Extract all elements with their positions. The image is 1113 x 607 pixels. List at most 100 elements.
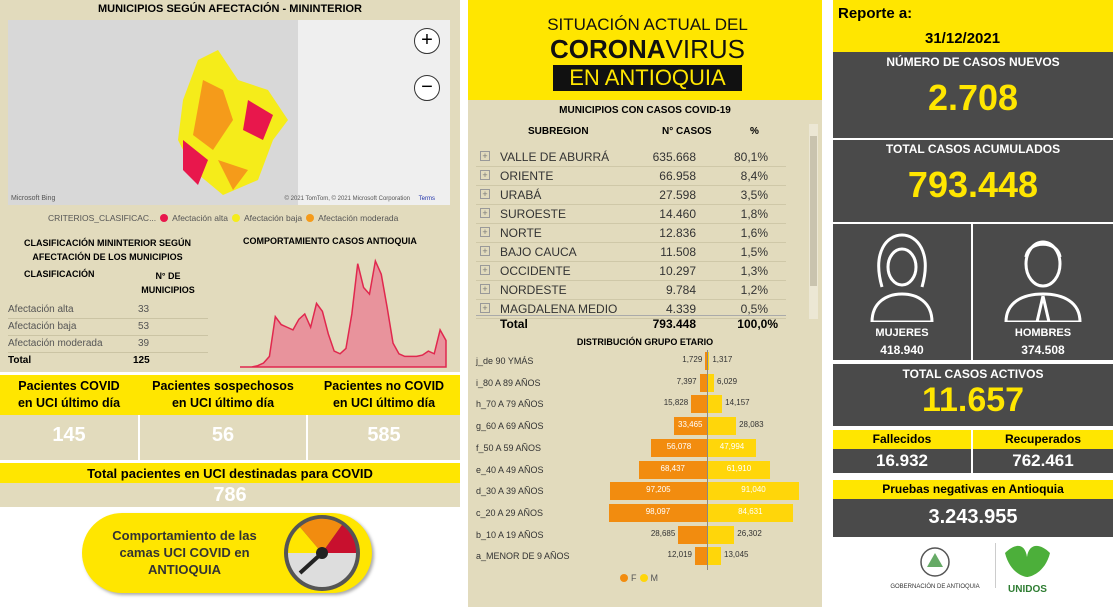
uci-card-label: Pacientes sospechosos en UCI último día: [140, 378, 306, 412]
man-icon: [1004, 240, 1082, 324]
active-label: TOTAL CASOS ACTIVOS: [902, 367, 1044, 381]
cases: 66.958: [659, 169, 696, 183]
uci-total-value: 786: [213, 484, 247, 506]
expand-icon[interactable]: +: [480, 151, 490, 161]
label-m: 26,302: [737, 528, 762, 538]
subregion-name: ORIENTE: [500, 169, 554, 183]
report-label: Reporte a:: [838, 5, 913, 22]
women-value: 418.940: [880, 343, 924, 357]
pct: 1,6%: [740, 226, 768, 240]
table-row[interactable]: + MAGDALENA MEDIO 4.339 0,5%: [476, 300, 786, 319]
expand-icon[interactable]: +: [480, 284, 490, 294]
women-label: MUJERES: [875, 327, 929, 339]
expand-icon[interactable]: +: [480, 303, 490, 313]
unidos-text: UNIDOS: [1008, 584, 1047, 595]
active-value: 11.657: [921, 381, 1025, 419]
gauge-icon: [284, 515, 360, 591]
total-cases-value: 793.448: [907, 164, 1039, 205]
col-count: N° DE MUNICIPIOS: [128, 269, 208, 297]
legend-f: F: [631, 573, 637, 583]
axis: [707, 350, 708, 570]
deaths-label: Fallecidos: [833, 430, 971, 449]
col-classification: CLASIFICACIÓN: [24, 269, 95, 279]
total-value: 125: [133, 355, 150, 366]
expand-icon[interactable]: +: [480, 208, 490, 218]
new-cases-label: NÚMERO DE CASOS NUEVOS: [886, 55, 1060, 69]
header-corona: CORONA: [549, 34, 666, 64]
table-row[interactable]: + SUROESTE 14.460 1,8%: [476, 205, 786, 224]
legend-item: Afectación alta: [172, 213, 228, 223]
table-row[interactable]: + BAJO CAUCA 11.508 1,5%: [476, 243, 786, 262]
cases: 12.836: [659, 226, 696, 240]
uci-total-header: [0, 463, 460, 483]
col-subregion: SUBREGION: [528, 126, 589, 137]
bing-logo: Microsoft Bing: [11, 195, 56, 202]
zoom-out-button[interactable]: −: [414, 75, 440, 101]
expand-icon[interactable]: +: [480, 227, 490, 237]
label-f: 33,465: [678, 420, 703, 430]
age-label: j_de 90 YMÁS: [476, 356, 534, 366]
uci-card-label: Pacientes no COVID en UCI último día: [308, 378, 460, 412]
bar-m: [708, 395, 723, 414]
legend-dot-icon: [306, 214, 315, 222]
subregion-name: NORDESTE: [500, 283, 567, 297]
uci-total-bg: [0, 483, 460, 507]
expand-icon[interactable]: +: [480, 265, 490, 275]
uci-card-value: 585: [367, 424, 401, 446]
table-row[interactable]: + VALLE DE ABURRÁ 635.668 80,1%: [476, 148, 786, 167]
bar-f: [608, 503, 707, 522]
table-row[interactable]: + NORDESTE 9.784 1,2%: [476, 281, 786, 300]
footer-divider: [995, 543, 996, 588]
cases: 635.668: [652, 150, 696, 164]
label-f: 68,437: [660, 463, 685, 473]
pyramid-title: DISTRIBUCIÓN GRUPO ETARIO: [576, 337, 714, 347]
label-line: en UCI último día: [171, 396, 275, 410]
age-label: b_10 A 19 AÑOS: [476, 529, 544, 540]
expand-icon[interactable]: +: [480, 246, 490, 256]
table-row[interactable]: + URABÁ 27.598 3,5%: [476, 186, 786, 205]
legend-dot-icon: [160, 214, 169, 222]
cases: 11.508: [660, 245, 696, 259]
subregion-name: BAJO CAUCA: [500, 245, 577, 259]
header-logo: SITUACIÓN ACTUAL DEL CORONAVIRUS EN ANTI…: [545, 15, 750, 91]
label-m: 6,029: [717, 376, 738, 386]
label-m: 14,157: [725, 398, 750, 408]
expand-icon[interactable]: +: [480, 170, 490, 180]
legend-dot-icon: [639, 574, 648, 582]
table-row[interactable]: + NORTE 12.836 1,6%: [476, 224, 786, 243]
header-line1: SITUACIÓN ACTUAL DEL: [547, 15, 748, 34]
terms-link[interactable]: Terms: [418, 196, 435, 202]
uci-total-label: Total pacientes en UCI destinadas para C…: [87, 466, 373, 481]
scrollbar[interactable]: [809, 124, 818, 319]
bar-m: [708, 503, 793, 522]
legend-dot-icon: [620, 574, 628, 582]
col-line: MUNICIPIOS: [141, 285, 195, 295]
total-label: Total: [8, 355, 32, 366]
label-line: Pacientes sospechosos: [152, 379, 294, 393]
age-label: a_MENOR DE 9 AÑOS: [476, 551, 570, 562]
expand-icon[interactable]: +: [480, 189, 490, 199]
label-m: 61,910: [726, 463, 752, 473]
map[interactable]: + − Microsoft Bing © 2021 TomTom, © 2021…: [8, 20, 450, 205]
bar-f: [699, 373, 707, 392]
row-label: Afectación alta: [8, 304, 74, 315]
negative-tests-value: 3.243.955: [833, 499, 1113, 537]
zoom-in-button[interactable]: +: [414, 28, 440, 54]
uci-card-label: Pacientes COVID en UCI último día: [0, 378, 138, 412]
subregion-name: NORTE: [500, 226, 542, 240]
banner-line: camas UCI COVID en: [119, 545, 250, 560]
men-label: HOMBRES: [1014, 327, 1072, 339]
banner-line: Comportamiento de las: [112, 528, 257, 543]
cases: 14.460: [659, 207, 696, 221]
bar-f: [609, 482, 707, 501]
subregion-name: MAGDALENA MEDIO: [500, 302, 618, 316]
label-f: 98,097: [645, 506, 671, 516]
uci-beds-button[interactable]: Comportamiento de las camas UCI COVID en A…: [82, 513, 372, 593]
table-row[interactable]: + OCCIDENTE 10.297 1,3%: [476, 262, 786, 281]
table-row[interactable]: + ORIENTE 66.958 8,4%: [476, 167, 786, 186]
trend-title: COMPORTAMIENTO CASOS ANTIOQUIA: [243, 236, 417, 246]
classification-table: Afectación alta 33 Afectación baja 53 Afec…: [8, 302, 208, 369]
deaths-value: 16.932: [833, 449, 971, 473]
women-box: MUJERES 418.940: [833, 224, 971, 360]
bar-m: [708, 373, 715, 392]
